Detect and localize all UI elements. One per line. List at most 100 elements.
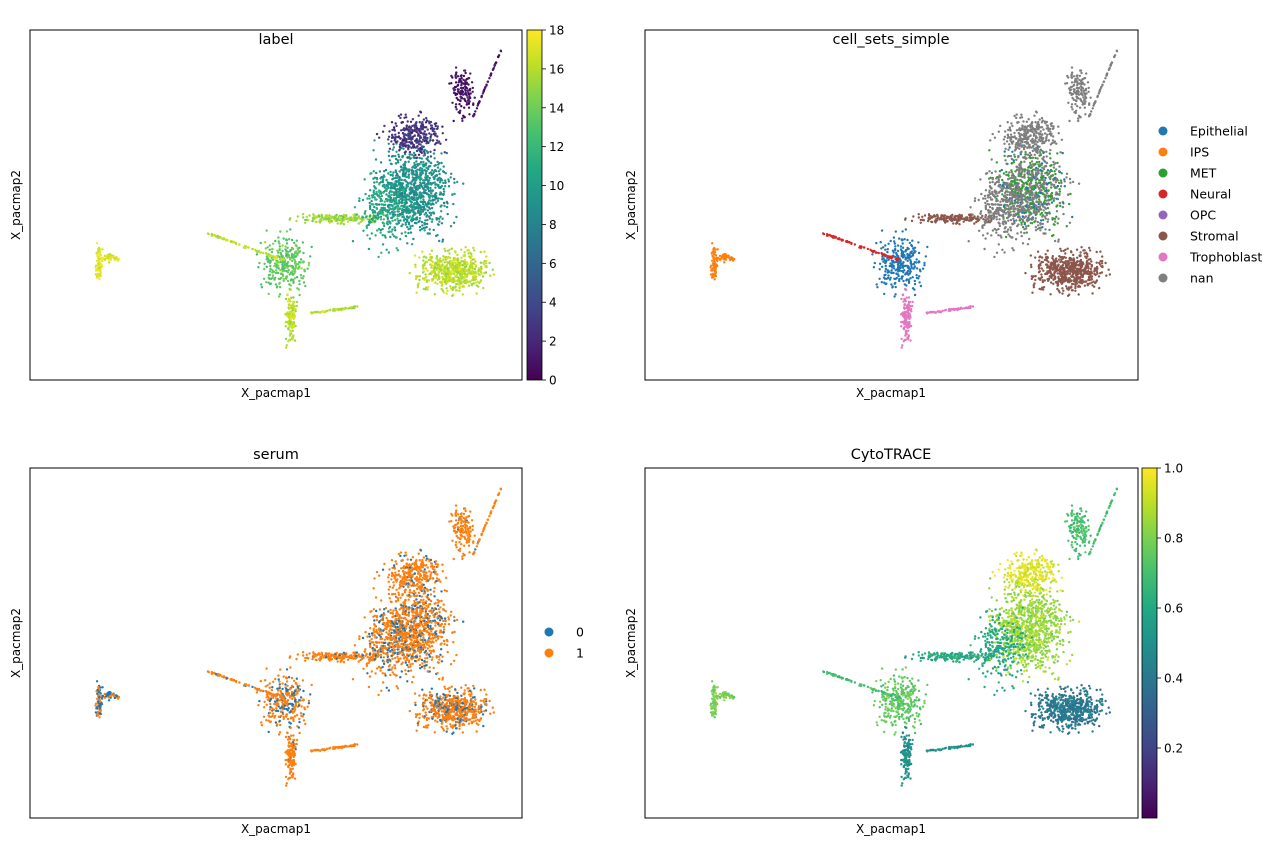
scatter-point <box>893 242 897 245</box>
scatter-point <box>445 287 448 290</box>
scatter-point <box>456 83 460 87</box>
scatter-point <box>488 261 491 265</box>
scatter-point <box>1005 170 1008 174</box>
scatter-point <box>475 292 478 295</box>
scatter-point <box>452 267 455 270</box>
scatter-point <box>1070 66 1074 69</box>
scatter-point <box>428 217 432 220</box>
scatter-point <box>278 242 281 245</box>
scatter-point <box>414 153 417 157</box>
scatter-point <box>429 135 432 138</box>
scatter-point <box>483 272 486 275</box>
scatter-point <box>222 238 225 241</box>
scatter-point <box>444 172 447 175</box>
scatter-point <box>277 295 281 298</box>
scatter-point <box>1022 146 1026 149</box>
scatter-point <box>1013 181 1017 185</box>
scatter-point <box>410 128 414 131</box>
scatter-point <box>372 170 375 173</box>
scatter-point <box>458 111 461 115</box>
scatter-point <box>1041 157 1044 160</box>
scatter-point <box>97 266 101 269</box>
scatter-point <box>265 265 268 268</box>
scatter-point <box>1034 229 1038 232</box>
scatter-point <box>469 280 472 283</box>
scatter-point <box>1042 209 1045 212</box>
scatter-point <box>380 194 383 198</box>
scatter-point <box>372 189 375 192</box>
scatter-point <box>381 243 385 246</box>
scatter-point <box>391 174 394 177</box>
scatter-point <box>368 197 371 200</box>
scatter-point <box>428 176 431 180</box>
scatter-point <box>391 199 394 202</box>
scatter-point <box>462 82 466 85</box>
scatter-point <box>1030 185 1034 188</box>
scatter-point <box>401 207 404 210</box>
scatter-point <box>904 314 907 318</box>
scatter-point <box>414 275 418 278</box>
scatter-point <box>417 153 421 156</box>
scatter-point <box>464 269 467 272</box>
scatter-point <box>956 217 960 220</box>
scatter-point <box>951 219 954 222</box>
scatter-point <box>386 217 389 220</box>
scatter-point <box>422 118 426 121</box>
scatter-point <box>426 218 429 222</box>
scatter-point <box>1035 111 1039 114</box>
scatter-point <box>1042 179 1045 182</box>
scatter-point <box>287 238 291 241</box>
scatter-point <box>915 267 919 270</box>
scatter-point <box>1011 135 1014 139</box>
scatter-point <box>1068 202 1071 206</box>
scatter-point <box>1029 176 1033 180</box>
scatter-point <box>930 220 933 223</box>
scatter-point <box>1013 135 1016 138</box>
scatter-point <box>1015 137 1018 140</box>
scatter-point <box>465 261 469 264</box>
scatter-point <box>433 176 436 180</box>
scatter-point <box>427 215 431 218</box>
panel-label: label X_pacmap1 X_pacmap2 02468101214161… <box>9 24 564 401</box>
scatter-point <box>373 192 376 196</box>
scatter-point <box>1058 190 1062 193</box>
scatter-point <box>904 249 908 252</box>
scatter-point <box>1061 151 1064 155</box>
scatter-point <box>273 262 277 265</box>
scatter-point <box>267 276 270 279</box>
scatter-point <box>1009 229 1013 232</box>
scatter-point <box>420 172 423 175</box>
scatter-point <box>362 229 365 232</box>
scatter-point <box>1008 177 1011 180</box>
scatter-point <box>391 228 394 231</box>
scatter-point <box>375 206 378 210</box>
scatter-point <box>415 218 419 221</box>
scatter-point <box>283 266 286 269</box>
scatter-point <box>923 261 926 265</box>
scatter-point <box>307 264 311 267</box>
scatter-point <box>392 215 395 218</box>
scatter-point <box>974 217 977 220</box>
scatter-point <box>913 293 917 297</box>
scatter-point <box>882 246 885 249</box>
scatter-point <box>299 258 303 261</box>
scatter-point <box>422 205 426 208</box>
scatter-point <box>426 232 429 235</box>
scatter-point <box>442 170 445 173</box>
scatter-point <box>381 178 385 181</box>
scatter-point <box>713 274 717 277</box>
scatter-point <box>386 200 389 203</box>
scatter-point <box>247 246 251 249</box>
scatter-point <box>389 221 392 224</box>
scatter-point <box>368 237 372 240</box>
scatter-point <box>409 200 413 203</box>
scatter-point <box>988 170 991 173</box>
scatter-point <box>940 214 943 217</box>
scatter-point <box>902 279 905 283</box>
scatter-point <box>448 252 451 255</box>
scatter-point <box>372 177 375 180</box>
scatter-point <box>905 310 908 313</box>
scatter-point <box>426 151 429 155</box>
scatter-point <box>264 241 267 244</box>
scatter-point <box>461 264 464 267</box>
